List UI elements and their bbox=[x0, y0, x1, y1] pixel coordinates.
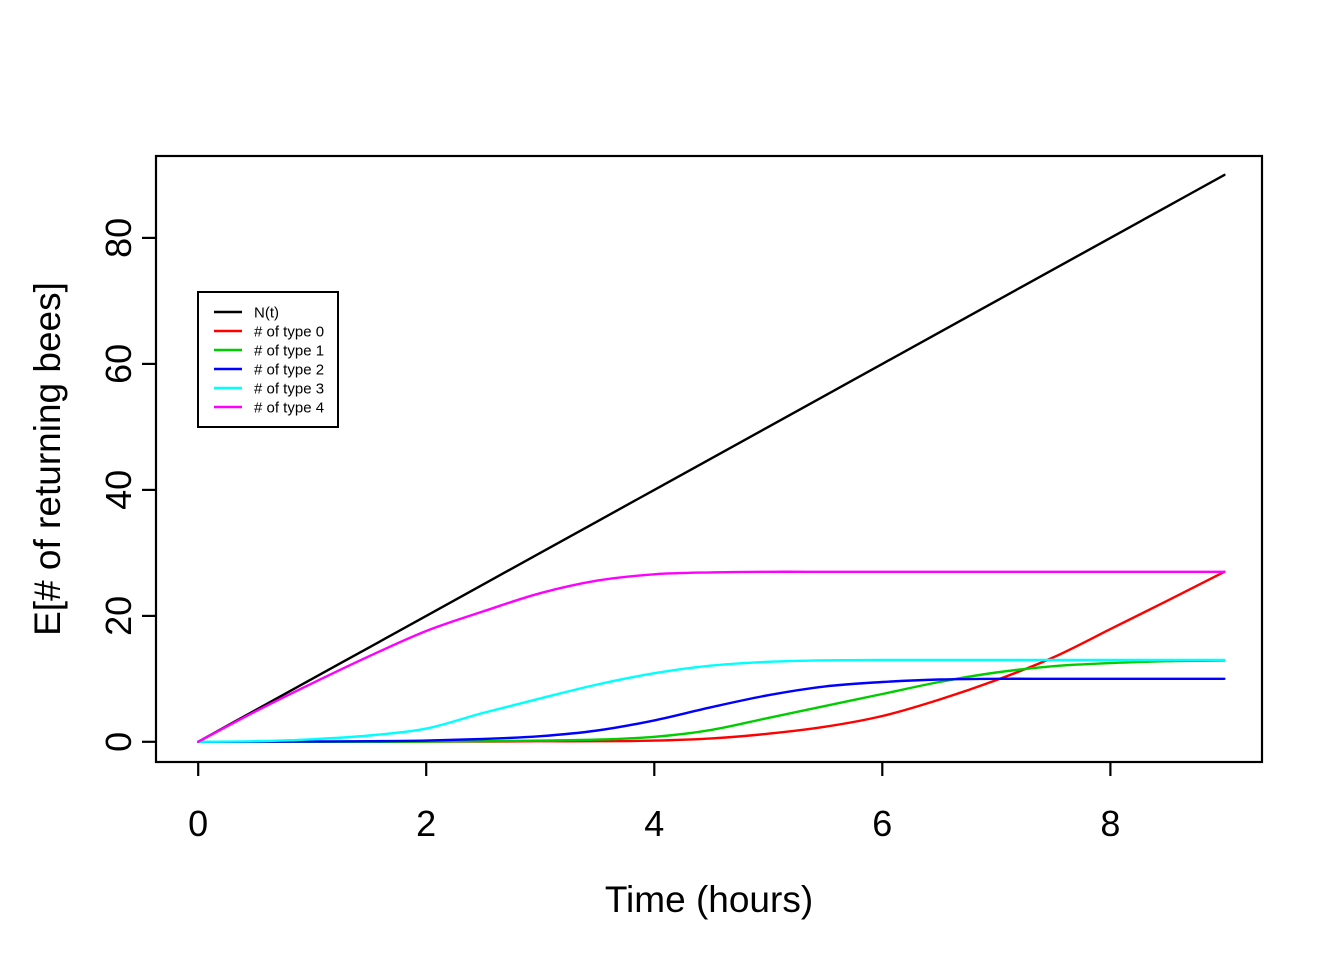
legend-frame bbox=[197, 291, 339, 428]
x-tick-label: 6 bbox=[872, 803, 892, 844]
y-tick-label: 60 bbox=[98, 344, 139, 384]
y-tick-label: 0 bbox=[98, 732, 139, 752]
legend-label-type1: # of type 1 bbox=[254, 343, 324, 360]
x-tick-label: 0 bbox=[188, 803, 208, 844]
series-line-type2 bbox=[197, 677, 1226, 743]
series-line-type4 bbox=[197, 570, 1226, 743]
x-tick-label: 8 bbox=[1100, 803, 1120, 844]
x-tick-label: 2 bbox=[416, 803, 436, 844]
legend-box: N(t) # of type 0 # of type 1 # of type 2 # o… bbox=[197, 291, 339, 428]
y-axis: 0 20 40 60 80 bbox=[98, 218, 156, 752]
legend-label-nt: N(t) bbox=[254, 305, 279, 322]
legend-label-type4: # of type 4 bbox=[254, 400, 324, 417]
y-axis-title: E[# of returning bees] bbox=[27, 282, 68, 636]
series-line-type3 bbox=[197, 658, 1226, 743]
legend-label-type0: # of type 0 bbox=[254, 324, 324, 341]
x-axis-title: Time (hours) bbox=[605, 879, 813, 920]
legend-label-type2: # of type 2 bbox=[254, 362, 324, 379]
plot-box bbox=[154, 154, 1264, 764]
y-tick-label: 80 bbox=[98, 218, 139, 258]
series-line-type1 bbox=[197, 659, 1226, 743]
series-line-nt bbox=[197, 173, 1226, 743]
x-axis: 0 2 4 6 8 bbox=[188, 762, 1120, 844]
y-tick-label: 40 bbox=[98, 470, 139, 510]
legend-label-type3: # of type 3 bbox=[254, 381, 324, 398]
y-tick-label: 20 bbox=[98, 596, 139, 636]
series-lines bbox=[197, 173, 1226, 743]
x-tick-label: 4 bbox=[644, 803, 664, 844]
